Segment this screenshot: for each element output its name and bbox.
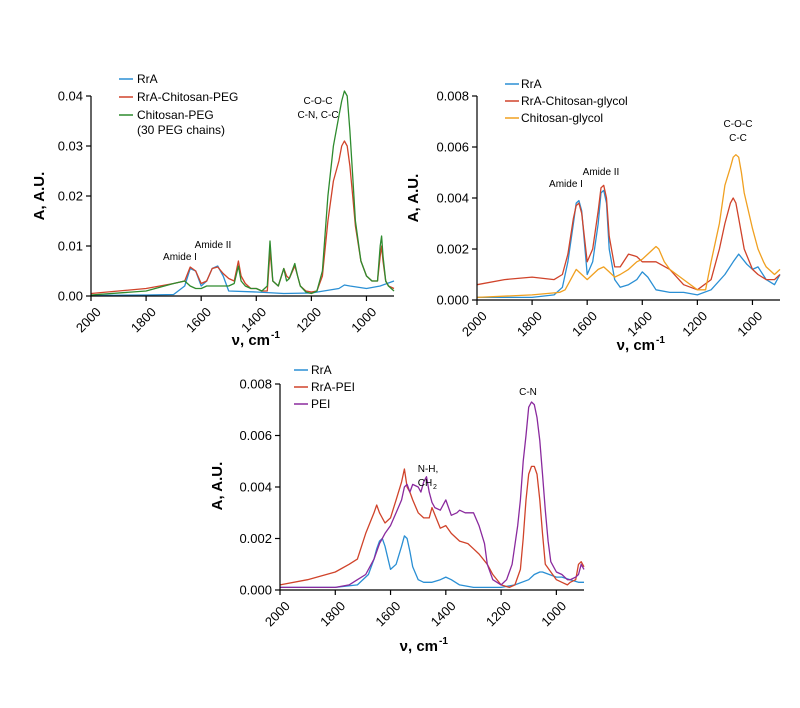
legend: RrA RrA-Chitosan-PEG Chitosan-PEG (30 PE… [119,72,238,137]
legend-label-rra-chitosan-peg: RrA-Chitosan-PEG [137,90,238,104]
y-tick-label: 0.002 [436,242,469,257]
annotation-amide-i: Amide I [549,179,583,190]
annotation-ch2-subscript: 2 [433,484,437,491]
y-tick-label: 0.04 [58,89,83,104]
y-tick-label: 0.000 [239,583,272,598]
series-line-chitosan-glycol [476,154,781,299]
series-layer [90,90,395,297]
x-tick-label: 1600 [183,304,214,335]
annotation-c-c: C-C [729,133,747,144]
legend-label-rra: RrA [521,77,542,91]
y-axis-label: A, A.U. [209,462,226,511]
y-tick-label: 0.01 [58,239,83,254]
series-layer [476,154,781,299]
panel-chitosan-glycol: 0.000 0.002 0.004 0.006 0.008 2000 1800 1600 140… [405,77,781,354]
x-axis-label-superscript: -1 [656,335,665,346]
annotation-c-n-c-c: C-N, C-C [297,110,338,121]
y-tick-label: 0.004 [436,191,469,206]
y-axis-label: A, A.U. [405,174,422,223]
series-layer [279,401,585,589]
legend: RrA RrA-Chitosan-glycol Chitosan-glycol [505,77,628,125]
y-tick-label: 0.02 [58,189,83,204]
y-tick-label: 0.006 [436,140,469,155]
x-tick-label: 1400 [428,598,459,629]
x-tick-label: 1600 [569,308,600,339]
annotation-amide-ii: Amide II [195,240,232,251]
legend-label-chitosan-peg: Chitosan-PEG [137,108,214,122]
annotation-c-o-c: C-O-C [724,119,753,130]
annotation-ch2: CH [418,478,432,489]
x-tick-label: 1800 [128,304,159,335]
series-line-rra-chitosan-peg [90,140,395,295]
legend-label-rra-chitosan-glycol: RrA-Chitosan-glycol [521,94,628,108]
x-tick-label: 1000 [734,308,765,339]
x-axis-label-superscript: -1 [439,636,448,647]
x-tick-label: 1200 [293,304,324,335]
x-axis-label-superscript: -1 [271,330,280,341]
y-axis-label: A, A.U. [31,172,48,221]
legend-label-chitosan-glycol: Chitosan-glycol [521,111,603,125]
ticks-layer: 0.000 0.002 0.004 0.006 0.008 2000 1800 1600 140… [436,89,765,340]
legend-label-rra: RrA [311,363,332,377]
x-axis-label: ν, cm [232,332,270,349]
annotation-c-o-c: C-O-C [304,96,333,107]
y-tick-label: 0.008 [239,377,272,392]
y-tick-label: 0.00 [58,289,83,304]
annotation-n-h: N-H, [418,464,439,475]
annotation-amide-ii: Amide II [583,167,620,178]
x-axis-label: ν, cm [400,638,438,655]
series-line-chitosan-peg [90,90,395,296]
y-tick-label: 0.004 [239,480,272,495]
y-tick-label: 0.008 [436,89,469,104]
legend-label-rra: RrA [137,72,158,86]
x-tick-label: 1200 [483,598,514,629]
series-line-rra [90,265,395,297]
series-line-pei [280,401,585,589]
series-line-rra-chitosan-glycol [476,184,781,291]
series-line-rra [280,535,584,589]
x-tick-label: 1000 [538,598,569,629]
x-tick-label: 1800 [514,308,545,339]
annotation-c-n: C-N [519,387,537,398]
legend-label-peg-chains: (30 PEG chains) [137,123,225,137]
y-tick-label: 0.03 [58,139,83,154]
x-tick-label: 2000 [459,308,490,339]
legend: RrA RrA-PEI PEI [294,363,355,411]
y-tick-label: 0.006 [239,428,272,443]
x-tick-label: 1800 [317,598,348,629]
x-tick-label: 1600 [372,598,403,629]
panel-pei: 0.000 0.002 0.004 0.006 0.008 2000 1800 1600 140… [209,363,585,655]
series-line-rra [477,189,781,299]
series-line-rra-pei [279,465,585,589]
x-tick-label: 1200 [679,308,710,339]
x-tick-label: 2000 [262,598,293,629]
panel-chitosan-peg: 0.00 0.01 0.02 0.03 0.04 2000 1800 1600 1400 1200… [31,72,395,349]
legend-label-rra-pei: RrA-PEI [311,380,355,394]
y-tick-label: 0.002 [239,531,272,546]
x-tick-label: 1400 [238,304,269,335]
legend-label-pei: PEI [311,397,330,411]
x-tick-label: 2000 [73,304,104,335]
x-axis-label: ν, cm [617,337,655,354]
x-tick-label: 1400 [624,308,655,339]
x-tick-label: 1000 [348,304,379,335]
y-tick-label: 0.000 [436,293,469,308]
annotation-amide-i: Amide I [163,252,197,263]
